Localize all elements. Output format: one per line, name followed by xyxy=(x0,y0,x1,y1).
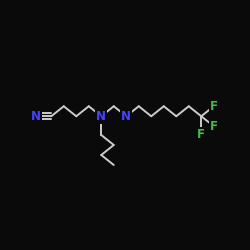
Text: F: F xyxy=(197,128,205,141)
Text: N: N xyxy=(96,110,106,123)
Text: N: N xyxy=(121,110,131,123)
Text: N: N xyxy=(31,110,41,123)
Text: F: F xyxy=(210,100,218,113)
Text: F: F xyxy=(210,120,218,133)
